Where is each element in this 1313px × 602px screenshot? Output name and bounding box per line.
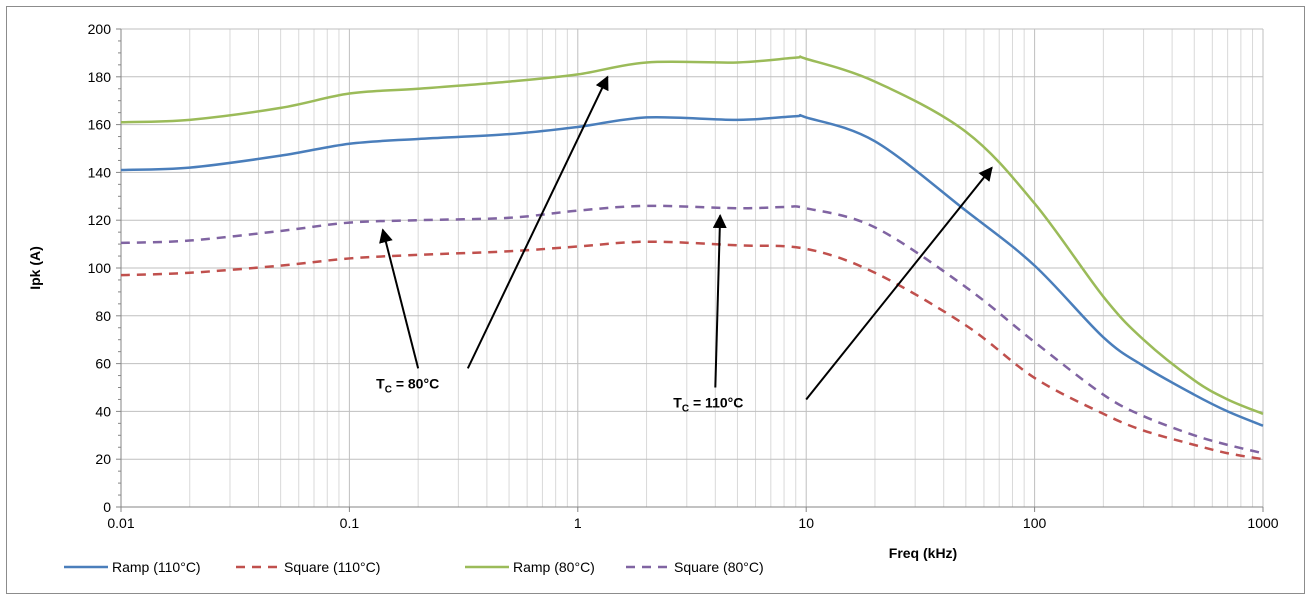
- x-tick-label: 100: [1023, 515, 1047, 531]
- x-axis-title: Freq (kHz): [889, 545, 957, 561]
- series-line-2: [120, 240, 1264, 461]
- y-tick-label: 180: [88, 69, 112, 85]
- annotation-label-1: TC = 80°C: [376, 375, 439, 395]
- series-line-1: [120, 113, 1264, 427]
- annotation-label-2: TC = 110°C: [673, 395, 743, 415]
- legend: Ramp (110°C) Square (110°C) Ramp (80°C) Squ…: [64, 559, 764, 575]
- annotation-arrow: [805, 166, 993, 401]
- y-tick-label: 80: [95, 308, 111, 324]
- y-tick-label: 160: [88, 117, 112, 133]
- y-axis-title: Ipk (A): [27, 246, 43, 290]
- annotations: TC = 80°C TC = 110°C: [376, 75, 993, 415]
- x-tick-label: 10: [798, 515, 814, 531]
- legend-label-4: Square (80°C): [674, 559, 764, 575]
- annotation-arrow: [712, 214, 727, 388]
- y-tick-label: 20: [95, 451, 111, 467]
- y-tick-label: 120: [88, 212, 112, 228]
- y-tick-labels: 0 20 40 60 80 100 120 140 160 180 200: [88, 21, 112, 515]
- y-tick-label: 100: [88, 260, 112, 276]
- y-tick-label: 200: [88, 21, 112, 37]
- x-tick-label: 0.01: [107, 515, 134, 531]
- y-tick-label: 40: [95, 403, 111, 419]
- annotation-arrow: [379, 228, 420, 369]
- x-tick-label: 0.1: [340, 515, 360, 531]
- axes: [116, 28, 1264, 512]
- x-tick-label: 1: [574, 515, 582, 531]
- series-line-3: [120, 55, 1264, 415]
- y-tick-label: 140: [88, 164, 112, 180]
- legend-label-2: Square (110°C): [284, 559, 380, 575]
- annotation-arrow: [466, 75, 609, 369]
- y-tick-label: 60: [95, 356, 111, 372]
- chart-frame: [6, 6, 1305, 594]
- series-lines: [120, 55, 1264, 461]
- major-gridlines: [120, 28, 1264, 507]
- legend-label-3: Ramp (80°C): [513, 559, 595, 575]
- legend-label-1: Ramp (110°C): [112, 559, 201, 575]
- x-tick-labels: 0.01 0.1 1 10 100 1000: [107, 515, 1278, 531]
- x-tick-label: 1000: [1247, 515, 1278, 531]
- series-line-4: [120, 204, 1264, 455]
- y-tick-label: 0: [103, 499, 111, 515]
